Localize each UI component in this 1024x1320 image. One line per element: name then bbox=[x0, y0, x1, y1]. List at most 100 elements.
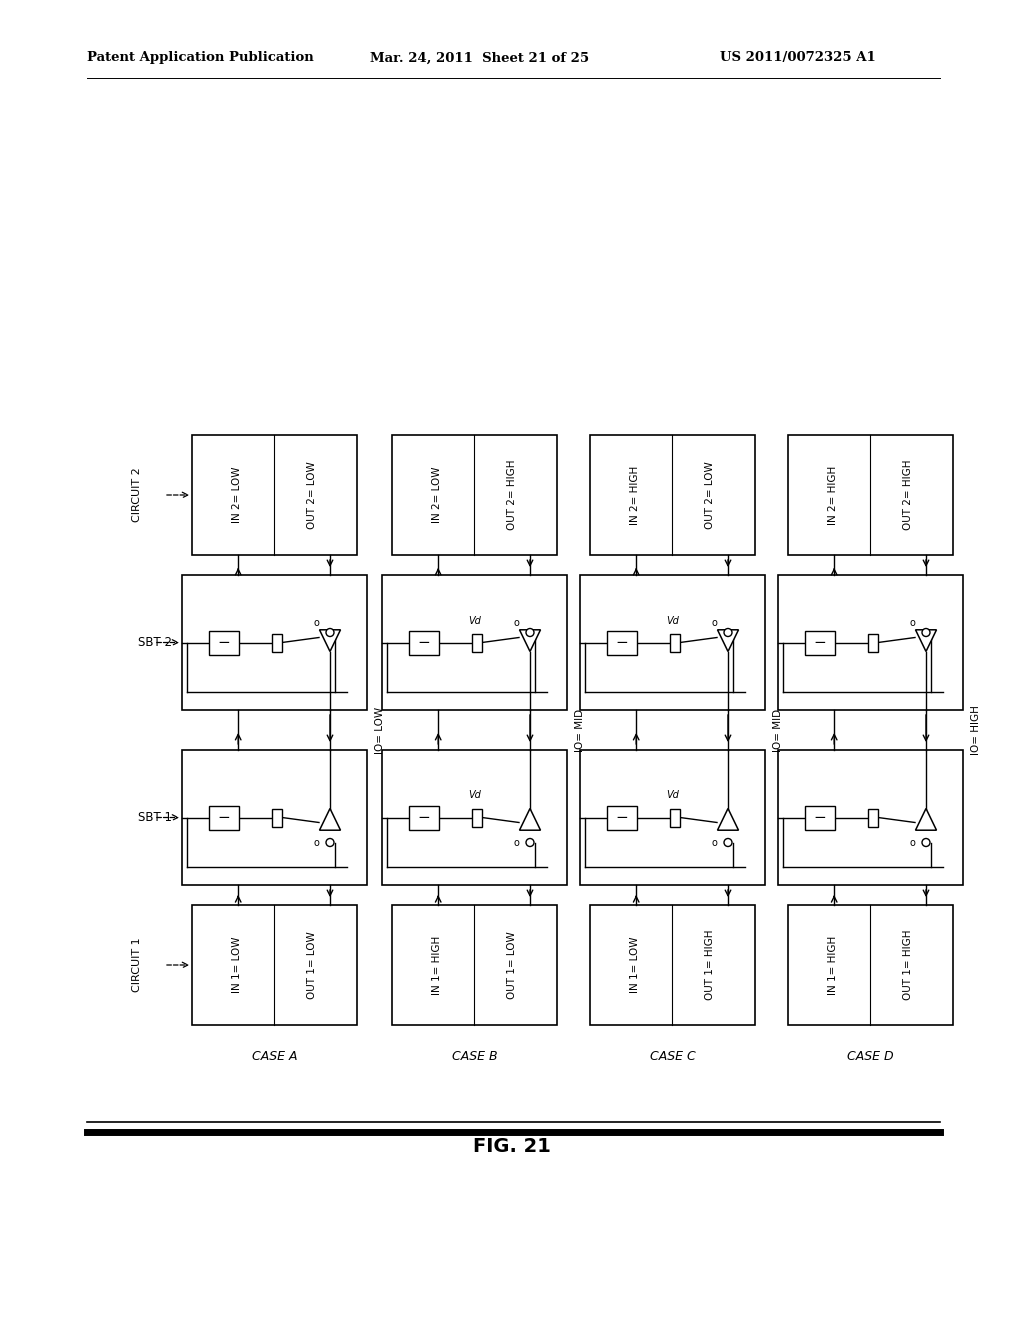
Bar bbox=[788, 906, 953, 1026]
Text: OUT 2= HIGH: OUT 2= HIGH bbox=[508, 459, 517, 531]
Text: FIG. 21: FIG. 21 bbox=[473, 1137, 551, 1156]
Text: o: o bbox=[313, 618, 318, 627]
Text: −: − bbox=[615, 810, 629, 825]
Text: o: o bbox=[513, 837, 519, 847]
Bar bbox=[868, 634, 878, 652]
Text: o: o bbox=[513, 618, 519, 627]
Text: IO= LOW: IO= LOW bbox=[375, 706, 385, 754]
Circle shape bbox=[922, 628, 930, 636]
Text: Vd: Vd bbox=[667, 615, 680, 626]
Polygon shape bbox=[915, 630, 937, 652]
Polygon shape bbox=[718, 808, 738, 830]
Circle shape bbox=[526, 628, 534, 636]
Circle shape bbox=[724, 628, 732, 636]
Bar bbox=[209, 631, 239, 655]
Bar bbox=[580, 576, 765, 710]
Text: SBT 2: SBT 2 bbox=[138, 636, 172, 649]
Bar bbox=[472, 634, 482, 652]
Text: CASE D: CASE D bbox=[847, 1049, 894, 1063]
Text: IO= MID: IO= MID bbox=[773, 709, 783, 751]
Text: IN 2= LOW: IN 2= LOW bbox=[231, 467, 242, 523]
Text: IN 1= LOW: IN 1= LOW bbox=[231, 937, 242, 993]
Text: OUT 1= HIGH: OUT 1= HIGH bbox=[903, 929, 913, 1001]
Bar bbox=[272, 634, 282, 652]
Text: Mar. 24, 2011  Sheet 21 of 25: Mar. 24, 2011 Sheet 21 of 25 bbox=[370, 51, 589, 65]
Text: Vd: Vd bbox=[667, 791, 680, 800]
Bar bbox=[409, 631, 439, 655]
Bar bbox=[788, 436, 953, 554]
Bar bbox=[778, 750, 963, 884]
Text: CASE C: CASE C bbox=[649, 1049, 695, 1063]
Bar bbox=[382, 750, 567, 884]
Bar bbox=[670, 634, 680, 652]
Text: IO= HIGH: IO= HIGH bbox=[971, 705, 981, 755]
Text: IN 1= LOW: IN 1= LOW bbox=[630, 937, 640, 993]
Bar bbox=[868, 808, 878, 826]
Text: o: o bbox=[313, 837, 318, 847]
Text: −: − bbox=[418, 635, 430, 649]
Bar bbox=[590, 436, 755, 554]
Text: o: o bbox=[711, 618, 717, 627]
Text: IN 2= HIGH: IN 2= HIGH bbox=[827, 466, 838, 524]
Polygon shape bbox=[519, 630, 541, 652]
Text: −: − bbox=[418, 810, 430, 825]
Circle shape bbox=[326, 838, 334, 846]
Text: IN 2= HIGH: IN 2= HIGH bbox=[630, 466, 640, 524]
Bar bbox=[805, 631, 835, 655]
Bar bbox=[409, 805, 439, 829]
Bar bbox=[182, 576, 367, 710]
Bar bbox=[272, 808, 282, 826]
Bar bbox=[193, 906, 357, 1026]
Polygon shape bbox=[319, 808, 341, 830]
Bar bbox=[607, 631, 637, 655]
Bar bbox=[182, 750, 367, 884]
Text: −: − bbox=[615, 635, 629, 649]
Bar bbox=[382, 576, 567, 710]
Bar bbox=[607, 805, 637, 829]
Bar bbox=[209, 805, 239, 829]
Circle shape bbox=[526, 838, 534, 846]
Text: OUT 1= LOW: OUT 1= LOW bbox=[307, 931, 317, 999]
Text: −: − bbox=[218, 810, 230, 825]
Text: IN 2= LOW: IN 2= LOW bbox=[431, 467, 441, 523]
Bar bbox=[193, 436, 357, 554]
Text: CASE B: CASE B bbox=[452, 1049, 498, 1063]
Text: IO= MID: IO= MID bbox=[575, 709, 585, 751]
Text: −: − bbox=[814, 635, 826, 649]
Text: Patent Application Publication: Patent Application Publication bbox=[87, 51, 313, 65]
Text: CASE A: CASE A bbox=[252, 1049, 297, 1063]
Bar bbox=[472, 808, 482, 826]
Text: US 2011/0072325 A1: US 2011/0072325 A1 bbox=[720, 51, 876, 65]
Bar bbox=[670, 808, 680, 826]
Text: −: − bbox=[218, 635, 230, 649]
Polygon shape bbox=[519, 808, 541, 830]
Text: OUT 2= LOW: OUT 2= LOW bbox=[706, 461, 716, 529]
Polygon shape bbox=[718, 630, 738, 652]
Text: IN 1= HIGH: IN 1= HIGH bbox=[827, 936, 838, 995]
Bar bbox=[392, 906, 557, 1026]
Bar bbox=[392, 436, 557, 554]
Text: OUT 1= HIGH: OUT 1= HIGH bbox=[706, 929, 716, 1001]
Bar bbox=[778, 576, 963, 710]
Text: SBT 1: SBT 1 bbox=[138, 810, 172, 824]
Text: −: − bbox=[814, 810, 826, 825]
Text: OUT 2= HIGH: OUT 2= HIGH bbox=[903, 459, 913, 531]
Circle shape bbox=[922, 838, 930, 846]
Text: CIRCUIT 2: CIRCUIT 2 bbox=[132, 467, 142, 523]
Text: o: o bbox=[909, 837, 914, 847]
Text: Vd: Vd bbox=[469, 791, 481, 800]
Text: CIRCUIT 1: CIRCUIT 1 bbox=[132, 937, 142, 993]
Bar bbox=[590, 906, 755, 1026]
Text: OUT 2= LOW: OUT 2= LOW bbox=[307, 461, 317, 529]
Text: o: o bbox=[909, 618, 914, 627]
Circle shape bbox=[724, 838, 732, 846]
Polygon shape bbox=[915, 808, 937, 830]
Text: OUT 1= LOW: OUT 1= LOW bbox=[508, 931, 517, 999]
Text: IN 1= HIGH: IN 1= HIGH bbox=[431, 936, 441, 995]
Circle shape bbox=[326, 628, 334, 636]
Bar bbox=[580, 750, 765, 884]
Bar bbox=[805, 805, 835, 829]
Polygon shape bbox=[319, 630, 341, 652]
Text: Vd: Vd bbox=[469, 615, 481, 626]
Text: o: o bbox=[711, 837, 717, 847]
